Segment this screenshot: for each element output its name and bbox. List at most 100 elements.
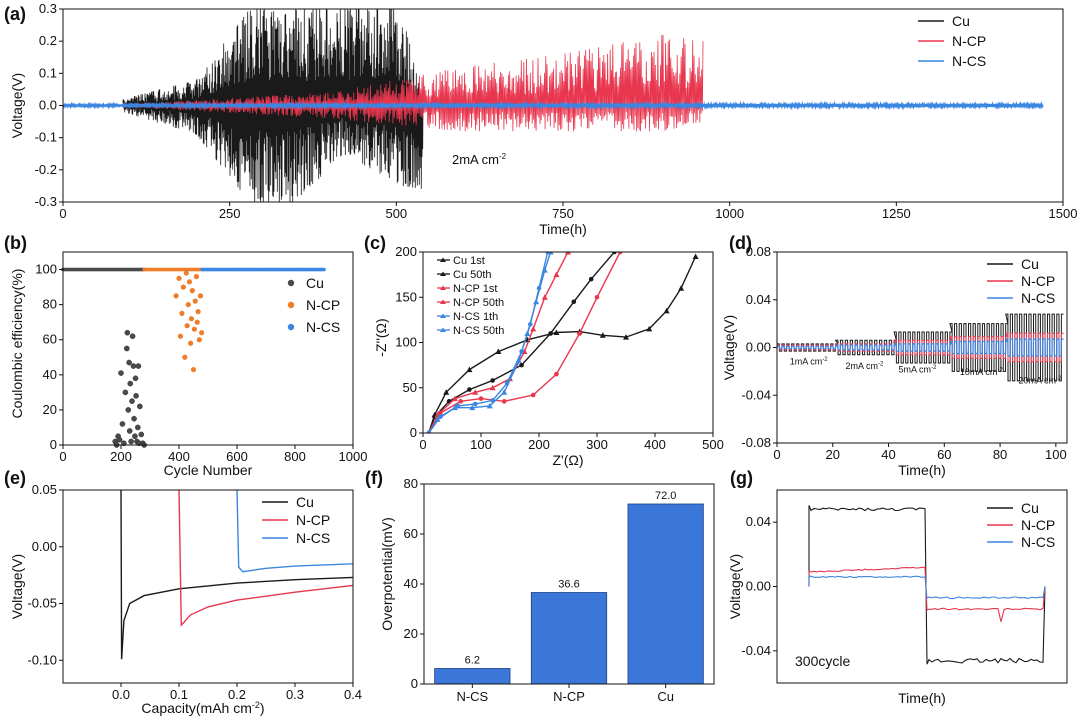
y-tick-label: 40 (43, 367, 57, 382)
legend-marker (440, 299, 446, 304)
nyquist-marker (519, 349, 524, 354)
x-tick-label: 1000 (339, 449, 368, 464)
nyquist-line-cu-50th (428, 252, 615, 433)
x-tick-label: 500 (385, 206, 407, 221)
y-tick-label: 0 (410, 425, 417, 440)
ce-point-n-cp (176, 275, 182, 281)
series-line-n-cp (122, 34, 704, 132)
legend-marker (287, 323, 295, 331)
legend-label-n-cs: N-CS (1021, 534, 1055, 550)
y-tick-label: 0 (411, 676, 418, 691)
ce-point-n-cp (190, 366, 197, 373)
panel-b: 0 200 400 600 800 1000 0 20 40 60 80 100 Cycle Numbe… (4, 233, 367, 478)
panel-label: (g) (730, 468, 753, 488)
panel-label: (b) (4, 233, 27, 253)
legend-label-cu-50th: Cu 50th (453, 269, 492, 281)
ce-point-n-cp (193, 273, 199, 280)
x-tick-label: 20 (826, 447, 840, 462)
ce-point-n-cp (196, 337, 202, 343)
nyquist-marker (553, 271, 560, 278)
y-tick-label: 0.3 (39, 1, 57, 16)
nyquist-marker (599, 332, 606, 338)
panel-label: (e) (4, 468, 26, 488)
legend-label-cu: Cu (306, 275, 324, 291)
legend-marker (440, 327, 446, 332)
y-tick-label: 200 (395, 244, 417, 259)
ce-point-n-cp (177, 333, 184, 339)
rate-label: 5mA cm-2 (899, 365, 938, 375)
legend-label-n-cs: N-CS (296, 530, 330, 546)
ce-point-n-cp (197, 293, 204, 299)
x-tick-label: 60 (937, 447, 951, 462)
rate-label: 2mA cm-2 (846, 361, 885, 371)
legend-label-n-cp-50th: N-CP 50th (453, 297, 504, 309)
y-tick-label: 0.08 (746, 244, 771, 259)
nyquist-marker (486, 402, 493, 409)
ce-point-n-cp (195, 309, 201, 315)
nyquist-marker (545, 252, 550, 255)
y-tick-label: -0.10 (27, 652, 57, 667)
rate-label: 20mA cm-2 (1018, 375, 1062, 385)
x-axis-label: Time(h) (898, 462, 946, 478)
nyquist-marker (443, 389, 450, 395)
bar-value-label: 6.2 (465, 655, 480, 667)
nyquist-line-cu-1st (428, 256, 697, 433)
panel-a: 0 250 500 750 1000 1250 1500 -0.3 -0.2 -0.1 0.0 0.1… (4, 1, 1077, 237)
y-tick-label: -0.08 (741, 435, 771, 450)
ce-point-n-cp (192, 298, 198, 304)
nyquist-marker (426, 430, 432, 433)
x-tick-label: 800 (284, 449, 306, 464)
y-tick-label: 0 (50, 437, 57, 452)
ce-point-n-cs (322, 267, 326, 272)
ce-point-cu (116, 436, 123, 443)
y-tick-label: 0.04 (746, 514, 771, 529)
legend-label-n-cs: N-CS (952, 53, 986, 69)
nyquist-marker (692, 253, 699, 260)
y-tick-label: -0.2 (35, 162, 57, 177)
y-tick-label: 0.05 (32, 482, 57, 497)
panel-label: (c) (364, 233, 386, 253)
ce-point-cu (124, 345, 130, 352)
legend-label-cu: Cu (1021, 256, 1039, 272)
nyquist-marker (489, 384, 496, 391)
ce-point-cu (128, 438, 134, 445)
panel-label: (d) (729, 233, 752, 253)
bar-value-label: 72.0 (655, 490, 676, 502)
y-axis-label: Voltage(V) (9, 554, 25, 619)
ce-point-cu (119, 421, 126, 427)
y-tick-label: 0.00 (746, 340, 771, 355)
nucleation-line-cu (120, 490, 353, 660)
legend-marker (440, 285, 446, 290)
ce-point-n-cp (183, 270, 189, 276)
x-axis-label: Time(h) (898, 690, 946, 706)
nyquist-marker (554, 371, 559, 377)
y-tick-label: 80 (404, 476, 418, 491)
nyquist-marker (530, 392, 536, 398)
nyquist-marker (588, 276, 594, 282)
nyquist-marker (458, 399, 464, 404)
x-tick-label: 40 (881, 447, 895, 462)
x-tick-label: 400 (168, 449, 190, 464)
plot-frame (62, 489, 354, 684)
nyquist-marker (541, 294, 548, 300)
legend-label-n-cp: N-CP (306, 297, 340, 313)
nyquist-line-n-cp-1st (428, 252, 569, 433)
x-tick-label: 1000 (715, 206, 744, 221)
panel-g: -0.04 0.00 0.04 Time(h) Voltage(V) 300cycle Cu… (727, 468, 1068, 706)
rate-label: 1mA cm-2 (790, 356, 829, 366)
legend-label-n-cs: N-CS (1021, 290, 1055, 306)
legend-marker (440, 257, 446, 262)
legend-label-n-cs-1th: N-CS 1th (453, 311, 498, 323)
legend-marker (287, 279, 295, 287)
ce-point-n-cp (184, 323, 190, 329)
voltage-profile-cu (808, 505, 1046, 665)
nyquist-marker (646, 325, 653, 332)
plot-frame (62, 251, 354, 446)
cycle-annotation: 300cycle (795, 653, 850, 669)
x-axis-label: Cycle Number (164, 462, 253, 478)
ce-point-cu (138, 431, 145, 438)
y-axis-label: Coulombic efficiency(%) (9, 269, 25, 419)
y-tick-label: 80 (43, 297, 57, 312)
legend-label-cu: Cu (296, 494, 314, 510)
ce-point-n-cp (199, 330, 205, 336)
